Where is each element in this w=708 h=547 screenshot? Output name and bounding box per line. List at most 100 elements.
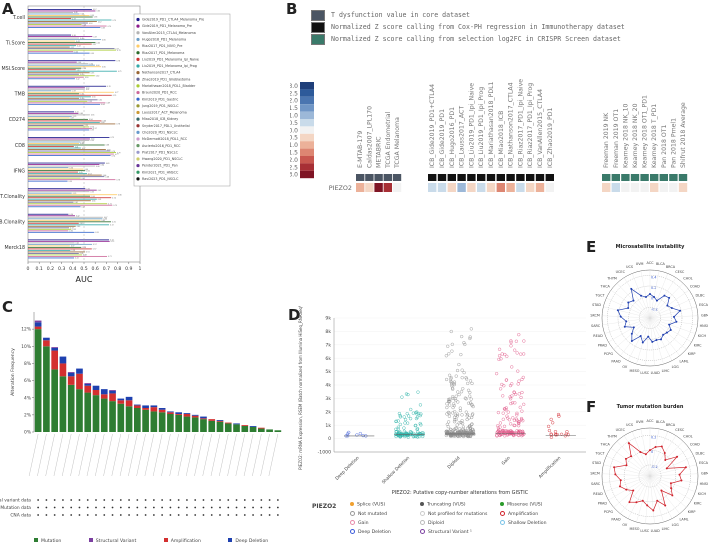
category-label: Shallow Deletion [381, 455, 411, 485]
auc-bar [28, 52, 90, 54]
radar-point [663, 452, 666, 455]
profile-dot [119, 514, 122, 516]
auc-bar [28, 168, 84, 170]
legend-entry: Liu2019_PD1_Melanoma_Ipi_Prog [142, 64, 197, 68]
radar-ring [638, 464, 662, 488]
profile-dot [86, 506, 89, 509]
data-point [394, 419, 398, 424]
auc-bar [28, 144, 105, 146]
radar-axis-label: COAD [690, 284, 700, 288]
auc-bar-label: 0.39 [73, 116, 77, 118]
data-point [520, 429, 525, 433]
bar-segment [84, 384, 92, 386]
auc-bar-label: 0.71 [108, 203, 112, 205]
data-point [502, 407, 507, 411]
data-point [517, 421, 521, 426]
data-point [470, 427, 474, 431]
auc-bar-label: 0.51 [86, 252, 90, 254]
data-point [409, 407, 413, 412]
legend-label-core: T dysfunction value in core dataset [331, 11, 470, 19]
category-label: Gain [500, 455, 512, 467]
auc-bar-label: 0.47 [82, 148, 86, 150]
data-point [449, 382, 454, 386]
cancer-type-label-stub [103, 433, 113, 477]
truncating-label: Truncating (VUS) [427, 502, 466, 508]
cancer-type-label-stub [86, 433, 97, 477]
profile-dot [194, 506, 197, 509]
data-point [454, 426, 459, 430]
radar-axis-label: ESCA [699, 461, 708, 465]
data-point [522, 432, 526, 436]
auc-bar-label: 0.45 [80, 223, 84, 225]
legend-structural-label: Structural Variant [95, 538, 137, 544]
data-point [415, 427, 420, 431]
heatmap-cell [650, 183, 659, 192]
data-point [508, 383, 513, 388]
auc-bar [28, 91, 114, 93]
data-point [445, 405, 449, 410]
data-point [468, 390, 472, 395]
panel-c-alteration-chart: 0% 2% 4% 6% 8% 10% 12% Alteration Frequency Stru… [0, 312, 282, 519]
auc-bar-label: 0.56 [92, 97, 96, 99]
data-point [549, 435, 554, 439]
radar-spoke [602, 473, 651, 477]
radar-axis-label: GBM [701, 314, 708, 318]
bar-segment [150, 405, 158, 408]
auc-bar-label: 0.57 [93, 44, 97, 46]
bar-segment [92, 395, 100, 432]
auc-bar [28, 180, 68, 182]
scale-label: -1.0 [290, 113, 298, 120]
data-point [466, 433, 471, 437]
profile-dot [128, 514, 130, 516]
data-point [498, 433, 502, 438]
radar-axis-label: CHOL [683, 434, 693, 438]
data-point [394, 427, 398, 431]
heatmap-cell [467, 183, 476, 192]
radar-point [628, 501, 631, 504]
auc-bar-label: 0.55 [91, 115, 95, 117]
data-point [460, 334, 464, 339]
data-point [451, 431, 455, 435]
auc-bar-label: 0.55 [90, 130, 94, 132]
legend-not-mutated: Not mutated [350, 511, 387, 517]
radar-point [654, 446, 657, 448]
data-point [503, 431, 507, 435]
radar-point [665, 467, 668, 470]
bar-segment [224, 423, 232, 432]
group-track-cell [678, 174, 688, 181]
radar-axis-label: UCEC [616, 428, 626, 432]
profile-dot [260, 514, 263, 516]
legend-marker [136, 130, 140, 134]
data-point [505, 433, 510, 437]
radar-axis-label: TGCT [594, 451, 605, 455]
auc-bar [28, 230, 69, 232]
radar-ring-label: 0.4 [651, 275, 656, 279]
group-track-cell [496, 174, 505, 181]
auc-bar-label: 0.60 [96, 42, 100, 44]
bar-segment [134, 408, 141, 432]
cancer-type-label-stub [111, 433, 121, 477]
profile-dot [53, 506, 56, 509]
auc-bar [28, 43, 92, 45]
category-label: T.cell [12, 15, 25, 21]
auc-bar-label: 0.66 [103, 219, 107, 221]
radar-axis-label: PCPG [604, 510, 613, 514]
profile-dot [227, 499, 230, 501]
group-track-cell [506, 174, 515, 181]
group-track-cell [621, 174, 630, 181]
data-point [444, 429, 449, 433]
auc-bar-label: 0.50 [85, 77, 89, 79]
y-tick-label: -1000 [318, 450, 331, 456]
cancer-type-label-stub [235, 433, 245, 477]
auc-bar-label: 0.55 [90, 140, 94, 142]
data-point [522, 352, 526, 356]
data-point [418, 403, 423, 407]
data-point [559, 432, 564, 436]
auc-bar [28, 63, 89, 65]
auc-bar-label: 0.79 [118, 71, 122, 73]
column-label: ICB_Hugo2016_PD1 [449, 107, 456, 168]
radar-spoke [649, 441, 684, 477]
radar-point [672, 315, 675, 318]
data-point [414, 416, 419, 421]
legend-entry: Cho2020_PD1_NSCLC [142, 130, 178, 134]
